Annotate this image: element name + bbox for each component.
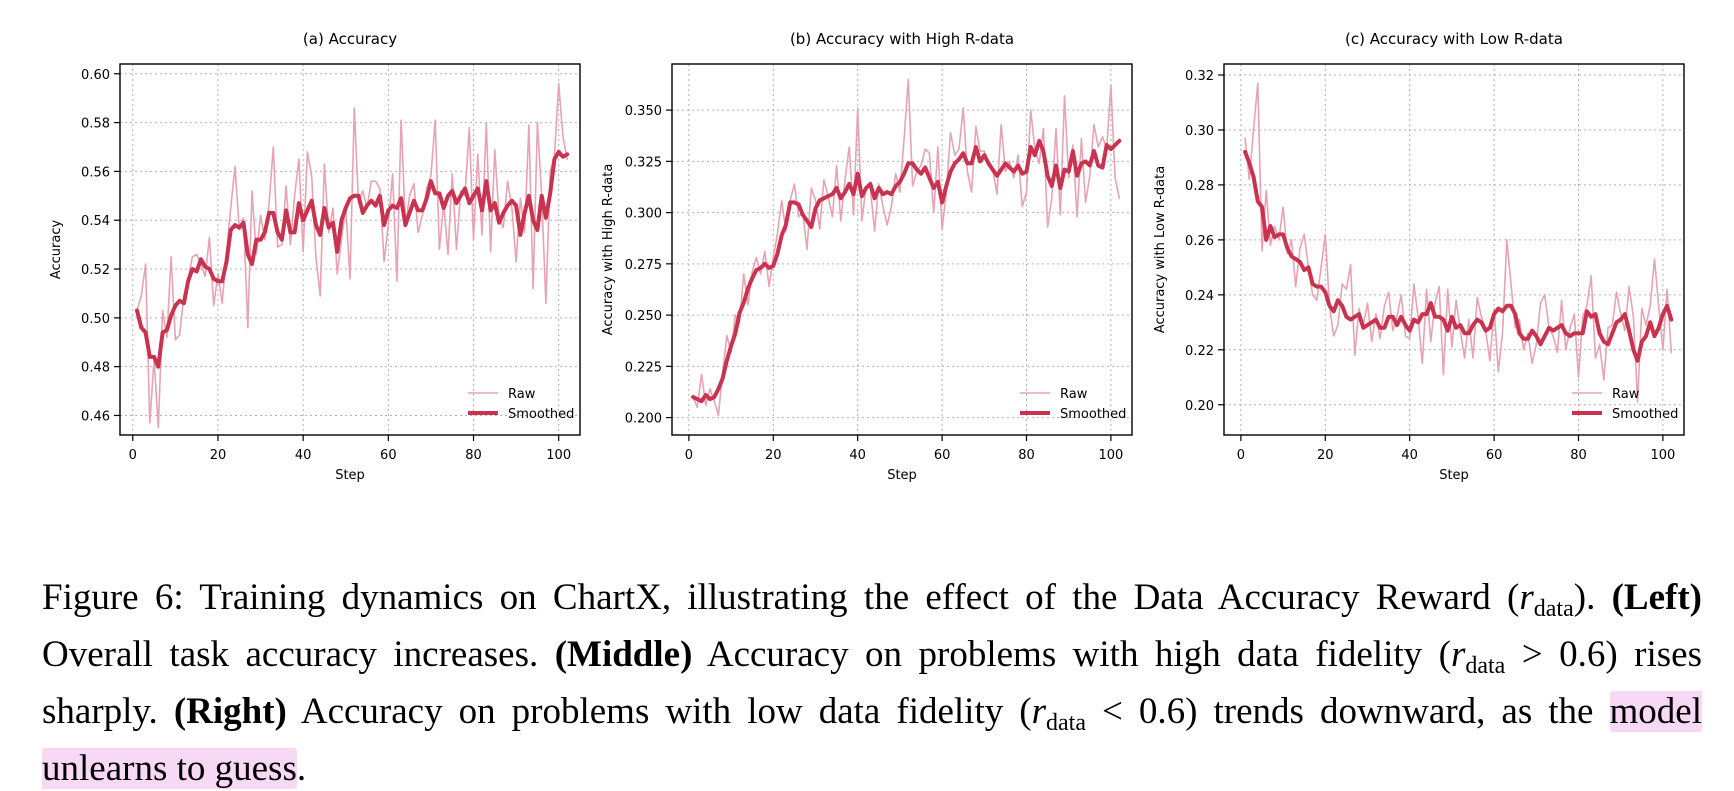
middle-text: Accuracy on problems with high data fide… [706,634,1451,675]
chart-title: (b) Accuracy with High R-data [790,30,1014,48]
series-line-raw [692,78,1121,417]
legend-label-raw: Raw [508,387,536,402]
series-line-smoothed [1243,149,1674,363]
right-condition: < 0.6) trends downward, as the [1085,691,1594,732]
caption-intro-end: ). [1573,577,1596,618]
data-subscript-3: data [1046,710,1086,736]
y-tick-label: 0.58 [81,117,110,132]
y-tick-label: 0.28 [1185,179,1214,194]
chart-panel-2: 0 20 40 60 80 100 0.200 0.225 0.250 0.275 0.300 0.3… [601,30,1133,483]
legend-label-raw: Raw [1612,387,1640,402]
y-tick-label: 0.24 [1185,289,1214,304]
y-tick-label: 0.200 [625,412,662,427]
right-label: (Right) [173,691,287,732]
data-subscript-2: data [1465,653,1506,679]
r-symbol-2: r [1450,634,1466,675]
legend-label-smoothed: Smoothed [1612,407,1678,422]
figure-label: Figure 6: [42,577,184,618]
x-tick-label: 100 [546,448,571,463]
x-tick-label: 40 [1401,448,1418,463]
series-line-smoothed [691,138,1122,404]
legend-label-raw: Raw [1060,387,1088,402]
r-symbol-1: r [1519,577,1534,618]
legend-label-smoothed: Smoothed [508,407,574,422]
plot-frame [671,63,1133,436]
caption-end-period: . [296,748,307,789]
y-tick-label: 0.20 [1185,399,1214,414]
chart-panel-3: 0 20 40 60 80 100 0.20 0.22 0.24 0.26 0.28 0.30 0.32… [1153,30,1685,483]
y-axis-label: Accuracy [49,220,64,280]
x-tick-label: 80 [1570,448,1587,463]
y-tick-label: 0.22 [1185,344,1214,359]
x-tick-label: 40 [849,448,866,463]
y-tick-label: 0.325 [625,155,662,170]
y-axis-label: Accuracy with Low R-data [1153,166,1168,333]
y-tick-label: 0.300 [625,207,662,222]
x-tick-label: 0 [129,448,137,463]
chart-title: (c) Accuracy with Low R-data [1345,30,1563,48]
middle-label: (Middle) [554,634,693,675]
x-tick-label: 0 [1237,448,1245,463]
y-tick-label: 0.32 [1185,69,1214,84]
y-tick-label: 0.26 [1185,234,1214,249]
series-line-raw [136,82,569,429]
y-tick-label: 0.56 [81,165,110,180]
x-tick-label: 80 [1018,448,1035,463]
right-text: Accuracy on problems with low data fidel… [300,691,1032,732]
series-line-smoothed [135,149,570,369]
x-axis-label: Step [887,468,917,483]
x-tick-label: 60 [380,448,397,463]
legend: Raw Smoothed [1020,387,1126,422]
r-symbol-3: r [1031,691,1046,732]
x-tick-label: 60 [934,448,951,463]
y-tick-label: 0.46 [81,409,110,424]
y-tick-label: 0.60 [81,68,110,83]
x-tick-label: 20 [765,448,782,463]
y-tick-label: 0.50 [81,312,110,327]
x-tick-label: 100 [1650,448,1675,463]
x-tick-label: 80 [465,448,482,463]
legend-label-smoothed: Smoothed [1060,407,1126,422]
y-tick-label: 0.48 [81,361,110,376]
chart-panel-1: 0 20 40 60 80 100 0.46 0.48 0.50 0.52 0.54 0.56 0.58… [49,30,581,483]
plot-frame [1223,63,1685,436]
y-tick-label: 0.54 [81,214,110,229]
x-axis-label: Step [1439,468,1469,483]
middle-condition: > 0.6) rises sharply. [42,634,1702,732]
x-tick-label: 60 [1486,448,1503,463]
legend: Raw Smoothed [1572,387,1678,422]
y-tick-label: 0.350 [625,104,662,119]
chart-title: (a) Accuracy [303,30,397,48]
caption-intro: Training dynamics on ChartX, illustratin… [199,577,1520,618]
y-tick-label: 0.52 [81,263,110,278]
y-tick-label: 0.275 [625,258,662,273]
series-line-raw [1244,82,1673,403]
x-tick-label: 0 [685,448,693,463]
legend: Raw Smoothed [468,387,574,422]
left-label: (Left) [1611,577,1702,618]
x-tick-label: 40 [295,448,312,463]
x-tick-label: 20 [210,448,227,463]
figure-caption: Figure 6: Training dynamics on ChartX, i… [42,575,1702,791]
left-text: Overall task accuracy increases. [42,634,539,675]
plot-frame [119,63,581,436]
y-tick-label: 0.30 [1185,124,1214,139]
charts-area: 0 20 40 60 80 100 0.46 0.48 0.50 0.52 0.54 0.56 0.58… [49,30,1685,483]
y-tick-label: 0.250 [625,309,662,324]
x-tick-label: 100 [1098,448,1123,463]
x-axis-label: Step [335,468,365,483]
data-subscript-1: data [1533,596,1574,622]
y-axis-label: Accuracy with High R-data [601,164,616,336]
y-tick-label: 0.225 [625,360,662,375]
x-tick-label: 20 [1317,448,1334,463]
